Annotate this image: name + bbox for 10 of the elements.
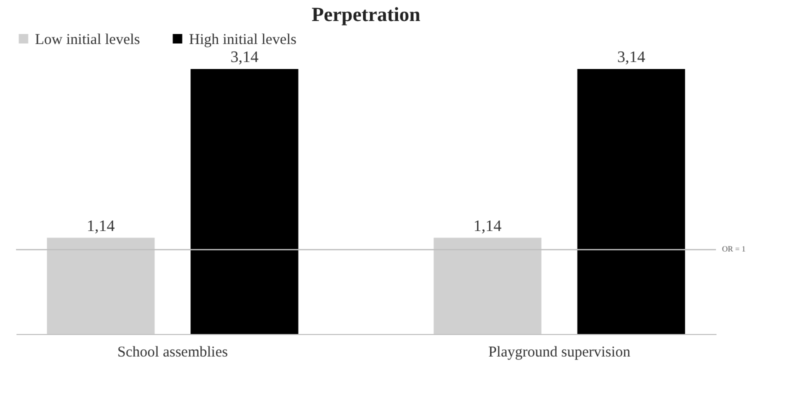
- data-label: 1,14: [86, 218, 115, 235]
- chart-title: Perpetration: [312, 4, 420, 26]
- legend-label: High initial levels: [189, 32, 297, 48]
- data-label: 3,14: [617, 49, 646, 66]
- x-tick-label: Playground supervision: [488, 344, 631, 360]
- ref-line-label: OR = 1: [722, 244, 746, 254]
- data-label: 1,14: [474, 218, 502, 235]
- legend-label: Low initial levels: [35, 32, 140, 48]
- data-label: 3,14: [230, 49, 258, 66]
- x-tick-label: School assemblies: [117, 344, 228, 360]
